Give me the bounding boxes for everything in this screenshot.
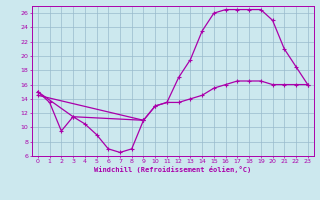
X-axis label: Windchill (Refroidissement éolien,°C): Windchill (Refroidissement éolien,°C) xyxy=(94,166,252,173)
